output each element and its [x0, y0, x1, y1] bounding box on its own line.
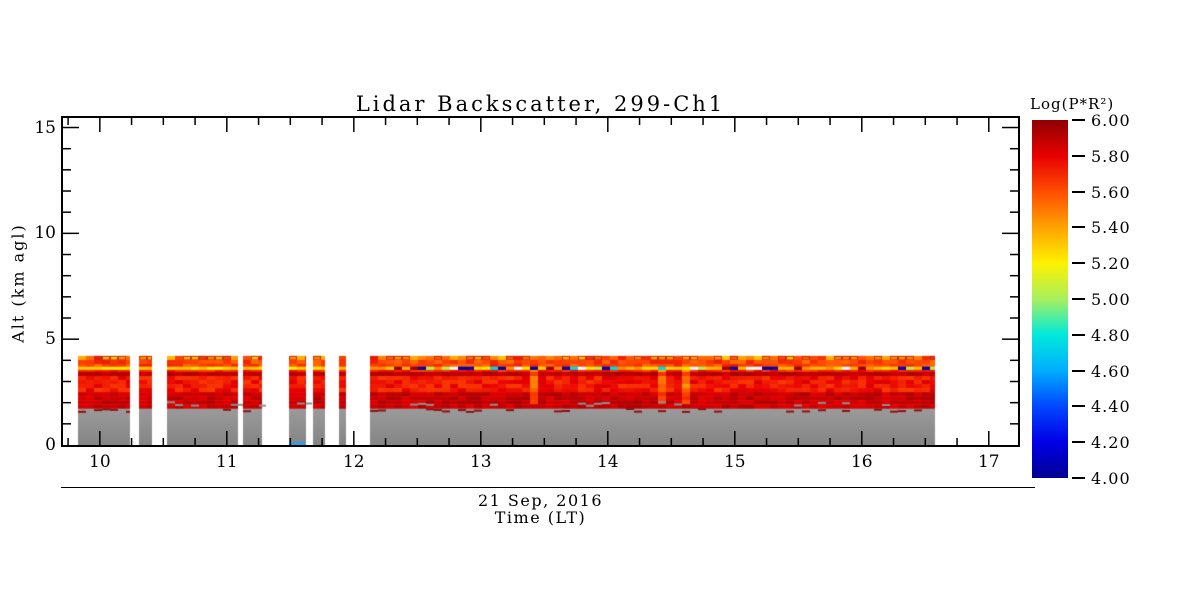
colorbar-tick-label: 5.40 [1091, 218, 1131, 238]
y-axis-tick-label: 0 [45, 435, 56, 455]
colorbar-tick-label: 6.00 [1091, 111, 1131, 130]
x-axis-tick-label: 12 [342, 452, 365, 472]
colorbar-tick-mark [1072, 119, 1085, 121]
colorbar-tick-mark [1072, 298, 1085, 300]
colorbar-tick-mark [1072, 405, 1085, 408]
colorbar-tick-mark [1072, 262, 1085, 265]
colorbar-tick-label: 4.80 [1091, 325, 1131, 345]
colorbar-tick-mark [1072, 369, 1085, 372]
date-label: 21 Sep, 2016 [477, 491, 603, 510]
y-axis-tick-label: 15 [34, 117, 56, 138]
plot-frame [61, 116, 1020, 447]
colorbar-tick-label: 4.60 [1091, 361, 1131, 381]
x-axis-tick-label: 11 [215, 452, 238, 472]
colorbar-tick-label: 4.20 [1091, 433, 1131, 453]
x-axis-label: Time (LT) [494, 508, 587, 527]
y-axis-tick-label: 10 [34, 223, 56, 244]
axis-separator-line [61, 487, 1035, 488]
colorbar-tick-label: 5.60 [1091, 182, 1131, 202]
colorbar-tick-mark [1072, 441, 1085, 444]
heatmap-canvas [63, 118, 1018, 445]
x-axis-tick-label: 10 [89, 452, 111, 472]
colorbar-tick-mark [1072, 333, 1085, 336]
colorbar-tick-mark [1072, 477, 1085, 479]
y-axis-tick-label: 5 [45, 329, 56, 350]
chart-title: Lidar Backscatter, 299-Ch1 [355, 92, 726, 116]
colorbar-tick-mark [1072, 190, 1085, 193]
colorbar-tick-mark [1072, 154, 1085, 157]
colorbar: Log(P*R²) 6.00 5.80 5.60 5.40 5.20 5.00 4.80 4.… [1030, 95, 1200, 488]
x-axis-tick-label: 13 [469, 452, 492, 472]
x-axis-tick-label: 15 [723, 452, 746, 472]
x-axis-tick-label: 14 [596, 452, 619, 472]
colorbar-tick-label: 5.20 [1091, 254, 1131, 274]
colorbar-tick-label: 5.80 [1091, 146, 1131, 166]
colorbar-tick-label: 4.00 [1091, 469, 1131, 488]
colorbar-tick-label: 4.40 [1091, 397, 1131, 417]
colorbar-title: Log(P*R²) [1030, 95, 1115, 113]
colorbar-canvas [1032, 120, 1068, 478]
x-axis-tick-label: 17 [977, 452, 1000, 472]
x-axis-tick-label: 16 [850, 452, 873, 472]
colorbar-tick-label: 5.00 [1091, 290, 1131, 309]
colorbar-tick-mark [1072, 226, 1085, 229]
